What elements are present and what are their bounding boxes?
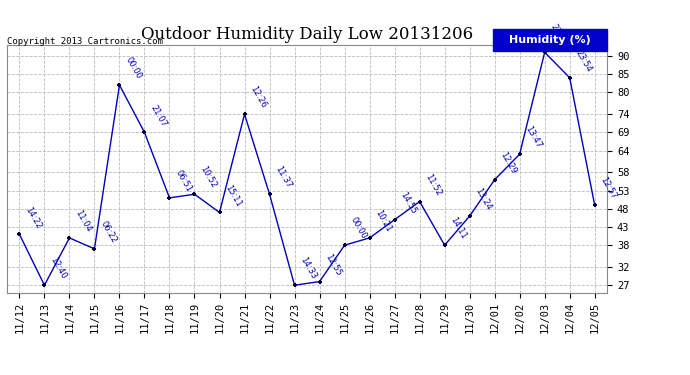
Point bbox=[264, 191, 275, 197]
Text: 13:47: 13:47 bbox=[524, 125, 544, 150]
Text: 10:21: 10:21 bbox=[374, 209, 393, 234]
Text: 12:55: 12:55 bbox=[324, 252, 344, 278]
Point bbox=[39, 282, 50, 288]
Text: 12:29: 12:29 bbox=[499, 150, 518, 176]
Point bbox=[14, 231, 25, 237]
Text: 15:11: 15:11 bbox=[224, 183, 244, 208]
Point bbox=[364, 235, 375, 241]
Text: 06:22: 06:22 bbox=[99, 219, 119, 245]
Text: 21:07: 21:07 bbox=[148, 103, 168, 128]
Point bbox=[314, 279, 325, 285]
Text: 14:55: 14:55 bbox=[399, 190, 418, 216]
Text: 11:37: 11:37 bbox=[274, 165, 293, 190]
Text: 00:00: 00:00 bbox=[348, 216, 368, 241]
Point bbox=[414, 198, 425, 204]
Text: 23:54: 23:54 bbox=[574, 48, 593, 74]
Text: 06:51: 06:51 bbox=[174, 168, 193, 194]
Text: 10:52: 10:52 bbox=[199, 165, 218, 190]
Text: 23:41: 23:41 bbox=[549, 23, 569, 48]
Point bbox=[289, 282, 300, 288]
Point bbox=[589, 202, 600, 208]
Text: 13:24: 13:24 bbox=[474, 187, 493, 212]
Point bbox=[514, 151, 525, 157]
Point bbox=[239, 111, 250, 117]
Text: 14:11: 14:11 bbox=[448, 216, 469, 241]
Text: 12:57: 12:57 bbox=[599, 176, 619, 201]
Text: 11:52: 11:52 bbox=[424, 172, 444, 197]
Title: Outdoor Humidity Daily Low 20131206: Outdoor Humidity Daily Low 20131206 bbox=[141, 27, 473, 44]
Point bbox=[489, 177, 500, 183]
Text: 14:22: 14:22 bbox=[23, 205, 43, 230]
Point bbox=[114, 82, 125, 88]
Point bbox=[189, 191, 200, 197]
Text: 12:40: 12:40 bbox=[48, 256, 68, 281]
Point bbox=[439, 242, 450, 248]
Text: 00:00: 00:00 bbox=[124, 56, 144, 81]
Point bbox=[164, 195, 175, 201]
Point bbox=[564, 75, 575, 81]
Point bbox=[464, 213, 475, 219]
Text: 12:26: 12:26 bbox=[248, 85, 268, 110]
Text: 11:04: 11:04 bbox=[74, 209, 93, 234]
Point bbox=[89, 246, 100, 252]
Point bbox=[339, 242, 350, 248]
Text: 14:33: 14:33 bbox=[299, 256, 319, 281]
Point bbox=[389, 217, 400, 223]
Point bbox=[214, 209, 225, 215]
Point bbox=[539, 49, 550, 55]
Point bbox=[139, 129, 150, 135]
Point bbox=[64, 235, 75, 241]
Text: Humidity (%): Humidity (%) bbox=[509, 35, 591, 45]
Text: Copyright 2013 Cartronics.com: Copyright 2013 Cartronics.com bbox=[7, 38, 163, 46]
